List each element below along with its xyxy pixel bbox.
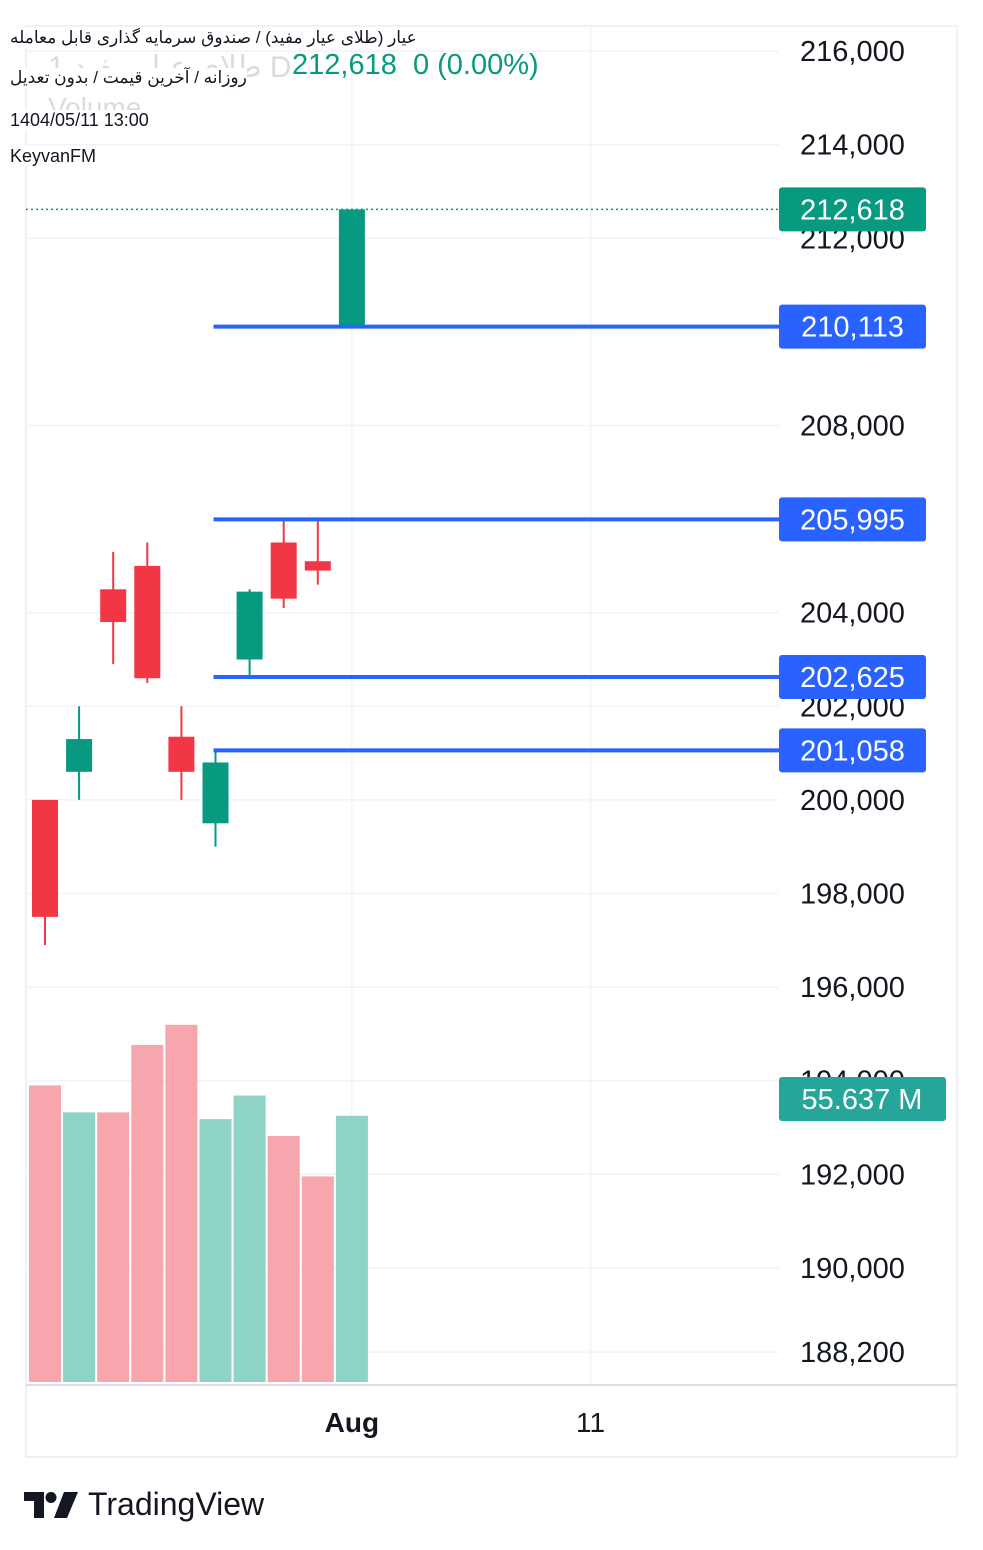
price-tick-label-11: 190,000 — [800, 1253, 905, 1285]
level-tag-1-bg — [779, 497, 926, 542]
volume-bar-4 — [165, 1024, 198, 1382]
candle-body-9 — [338, 209, 365, 327]
volume-bar-5 — [199, 1119, 232, 1382]
level-tag-2-bg — [779, 655, 926, 700]
last-price-tag: 212,618 — [800, 194, 905, 226]
chart-settings: روزانه / آخرین قیمت / بدون تعدیل — [10, 68, 247, 88]
candle-4 — [168, 706, 195, 800]
level-tag-2: 202,625 — [800, 662, 905, 694]
tradingview-logo-icon — [24, 1491, 78, 1518]
level-tag-0-bg — [779, 304, 926, 349]
candle-3 — [134, 542, 161, 683]
candle-body-6 — [236, 591, 263, 660]
candle-9 — [338, 209, 365, 327]
legend-change: 0 (0.00%) — [412, 49, 539, 81]
volume-last-tag: 55.637 M — [802, 1084, 923, 1116]
legend-price: 212,618 0 (0.00%) — [292, 49, 539, 82]
time-tick-label-0: Aug — [325, 1407, 379, 1438]
price-tick-label-4: 204,000 — [800, 598, 905, 630]
candle-7 — [270, 519, 297, 609]
volume-bar-3 — [131, 1045, 164, 1382]
candle-0 — [32, 799, 58, 945]
candle-5 — [202, 748, 229, 847]
candle-body-3 — [134, 565, 161, 679]
price-tick-label-7: 198,000 — [800, 879, 905, 911]
last-price-tag-bg — [779, 187, 926, 232]
brand-name: TradingView — [88, 1486, 265, 1522]
candle-body-4 — [168, 736, 195, 772]
price-tick-label-3: 208,000 — [800, 411, 905, 443]
price-tick-label-0: 216,000 — [800, 36, 905, 68]
volume-bar-6 — [233, 1095, 266, 1382]
candle-2 — [100, 551, 127, 665]
snapshot-datetime: 1404/05/11 13:00 — [10, 110, 149, 131]
price-tick-label-6: 200,000 — [800, 785, 905, 817]
level-tag-3-bg — [779, 728, 926, 773]
candle-8 — [304, 519, 331, 585]
price-tick-label-8: 196,000 — [800, 972, 905, 1004]
price-tick-label-12: 188,200 — [800, 1337, 905, 1369]
tradingview-brand[interactable]: TradingView — [24, 1486, 264, 1523]
time-tick-label-1: 11 — [576, 1407, 605, 1438]
volume-bar-7 — [267, 1135, 300, 1382]
candle-body-2 — [100, 589, 127, 623]
candle-body-1 — [66, 739, 93, 772]
candle-body-8 — [304, 561, 331, 571]
candle-body-7 — [270, 542, 297, 599]
level-tag-1: 205,995 — [800, 504, 905, 536]
volume-bar-8 — [301, 1176, 334, 1382]
legend-last-price: 212,618 — [292, 49, 397, 81]
price-tick-label-10: 192,000 — [800, 1159, 905, 1191]
level-tag-3: 201,058 — [800, 735, 905, 767]
candle-body-5 — [202, 762, 229, 824]
author-name: KeyvanFM — [10, 146, 97, 167]
volume-bar-9 — [335, 1115, 368, 1382]
level-tag-0: 210,113 — [801, 312, 904, 344]
volume-bar-1 — [63, 1112, 96, 1382]
price-tick-label-1: 214,000 — [800, 130, 905, 162]
candle-6 — [236, 589, 263, 679]
volume-tag-bg — [779, 1077, 946, 1121]
volume-bar-2 — [97, 1112, 130, 1382]
candle-body-0 — [32, 799, 58, 917]
volume-bar-0 — [29, 1085, 61, 1382]
candle-1 — [66, 706, 93, 800]
instrument-title: عیار (طلای عیار مفید) / صندوق سرمایه گذا… — [10, 28, 417, 48]
